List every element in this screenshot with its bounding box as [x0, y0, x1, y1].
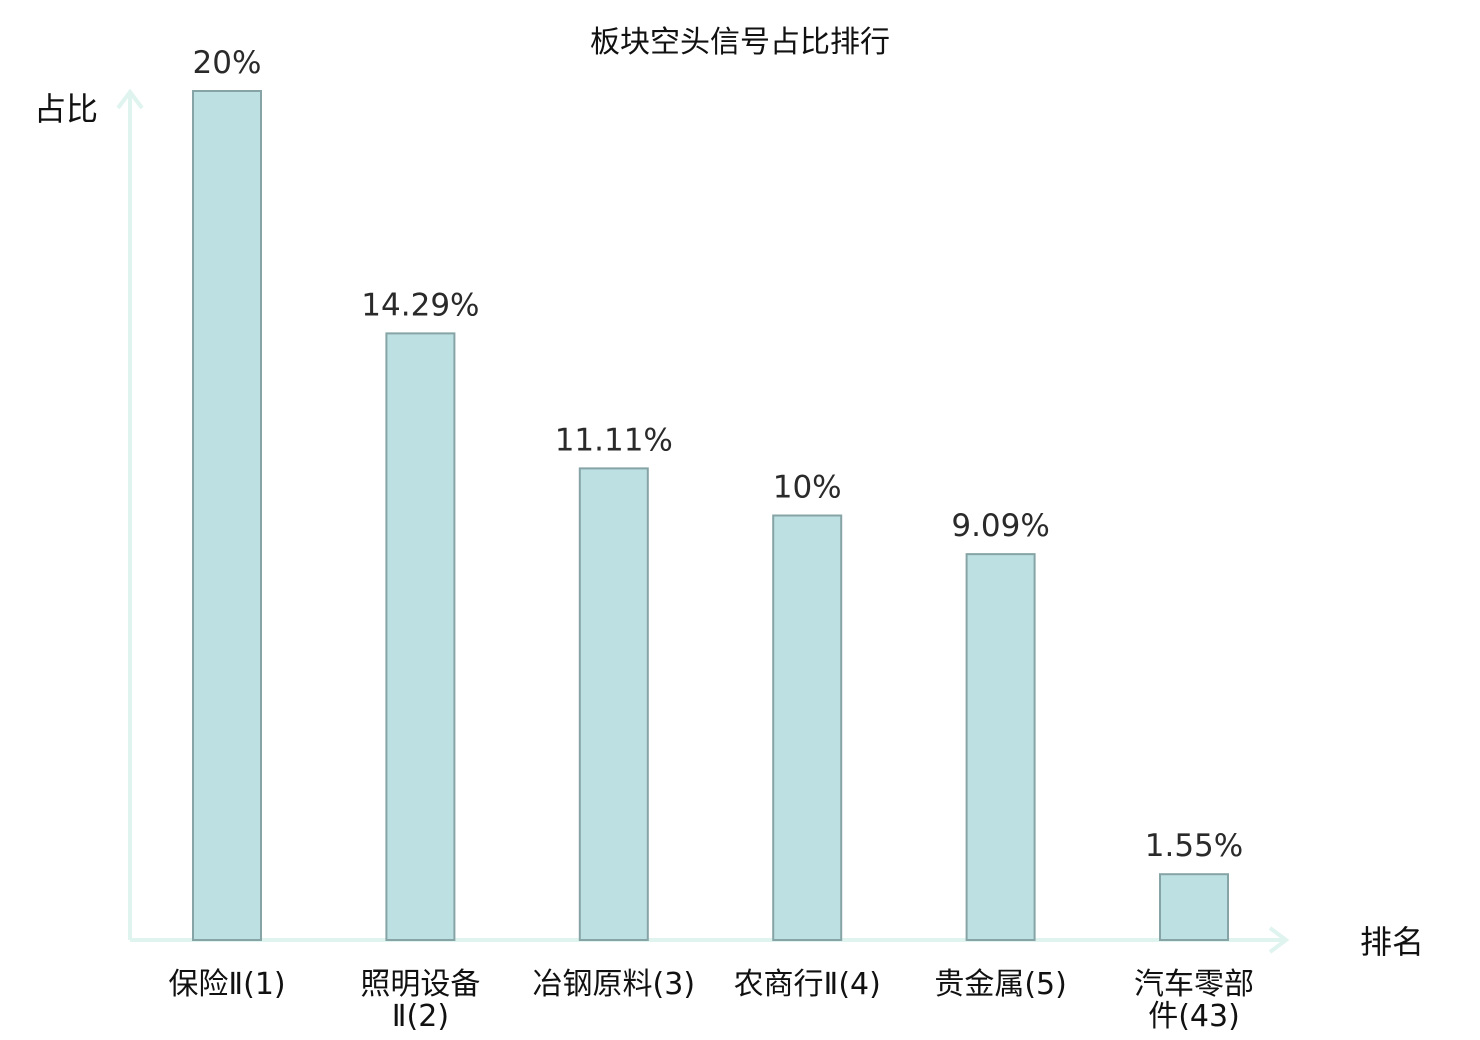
category-label-5-line-0: 汽车零部: [1134, 967, 1254, 1002]
bar-5: [1159, 873, 1229, 942]
category-label-3: 农商行Ⅱ(4): [734, 967, 881, 1002]
category-label-1-line-0: 照明设备: [360, 967, 480, 1002]
category-label-5-line-1: 件(43): [1148, 999, 1240, 1034]
value-label-0: 20%: [193, 45, 262, 81]
category-label-4: 贵金属(5): [934, 967, 1067, 1002]
value-label-2: 11.11%: [555, 422, 673, 458]
x-axis-arrow-icon: [1268, 926, 1290, 954]
chart-title: 板块空头信号占比排行: [590, 25, 890, 60]
x-axis-label: 排名: [1360, 923, 1424, 961]
bar-2: [578, 467, 649, 941]
bar-0: [192, 90, 262, 941]
bar-3: [772, 514, 843, 941]
category-label-1-line-1: Ⅱ(2): [392, 999, 449, 1034]
value-label-3: 10%: [773, 470, 842, 506]
bar-4: [965, 553, 1036, 942]
value-label-5: 1.55%: [1145, 828, 1243, 864]
bar-1: [385, 332, 456, 941]
y-axis-arrow-icon: [116, 88, 144, 110]
value-labels-group: 20% 14.29% 11.11% 10% 9.09% 1.55%: [193, 45, 1244, 864]
value-label-1: 14.29%: [361, 287, 479, 323]
bars-group: [192, 90, 1229, 942]
y-axis-label: 占比: [34, 90, 98, 128]
category-label-2: 冶钢原料(3): [533, 967, 696, 1002]
category-label-0: 保险Ⅱ(1): [168, 967, 285, 1002]
value-label-4: 9.09%: [951, 508, 1049, 544]
